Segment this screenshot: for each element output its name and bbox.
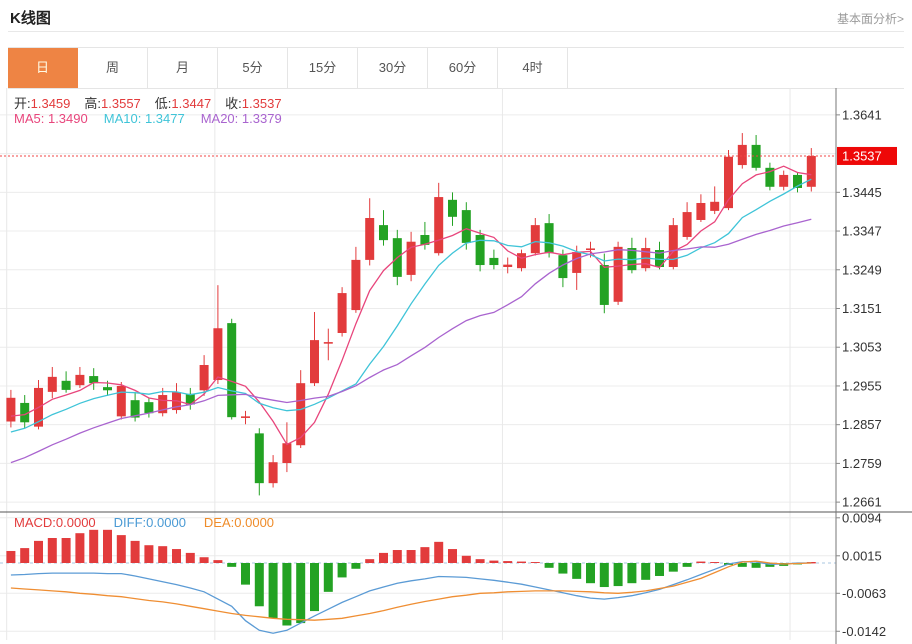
ma10-legend: MA10: 1.3477 [103, 111, 185, 126]
low-label: 低: [154, 96, 172, 111]
svg-text:1.2955: 1.2955 [842, 378, 882, 393]
period-tabbar: 日周月 5分 15分 30分 60分 4时 [8, 47, 904, 89]
tab-月[interactable]: 月 [148, 48, 218, 88]
svg-text:1.3537: 1.3537 [842, 148, 882, 163]
close-label: 收: [225, 96, 242, 111]
candles-group [6, 133, 816, 496]
ma-legend: MA5: 1.3490 MA10: 1.3477 MA20: 1.3379 [14, 111, 298, 126]
svg-text:1.3347: 1.3347 [842, 224, 882, 239]
high-label: 高: [84, 96, 102, 111]
low-value: 1.3447 [171, 96, 212, 111]
svg-text:1.3445: 1.3445 [842, 185, 882, 200]
price-marker-badge: 1.3537 [837, 146, 897, 165]
close-value: 1.3537 [241, 96, 282, 111]
tab-5分[interactable]: 5分 [218, 48, 288, 88]
svg-text:1.3641: 1.3641 [842, 107, 882, 122]
svg-text:-0.0142: -0.0142 [842, 624, 886, 639]
tab-30分[interactable]: 30分 [358, 48, 428, 88]
diff-value-legend: DIFF:0.0000 [113, 515, 186, 530]
y-axis-labels: 1.3641 1.3445 1.3347 1.3249 1.3151 1.3053 1.29… [836, 107, 886, 639]
svg-text:1.2857: 1.2857 [842, 417, 882, 432]
tab-4时[interactable]: 4时 [498, 48, 568, 88]
ma5-line [10, 165, 812, 446]
macd-value-legend: MACD:0.0000 [14, 515, 96, 530]
svg-text:1.3053: 1.3053 [842, 340, 882, 355]
svg-text:0.0015: 0.0015 [842, 548, 882, 563]
svg-text:1.3151: 1.3151 [842, 301, 882, 316]
svg-text:1.2759: 1.2759 [842, 456, 882, 471]
page-header: K线图 基本面分析> [8, 0, 904, 32]
fundamental-analysis-link[interactable]: 基本面分析> [836, 12, 904, 26]
diff-line [10, 560, 812, 634]
svg-text:0.0094: 0.0094 [842, 510, 882, 525]
gridlines [0, 88, 836, 640]
tab-日[interactable]: 日 [8, 48, 78, 88]
ma20-line [10, 218, 812, 464]
tab-15分[interactable]: 15分 [288, 48, 358, 88]
dea-value-legend: DEA:0.0000 [203, 515, 275, 530]
page-title: K线图 [10, 10, 51, 27]
tab-周[interactable]: 周 [78, 48, 148, 88]
open-label: 开: [14, 96, 31, 111]
high-value: 1.3557 [101, 96, 141, 111]
svg-text:1.3249: 1.3249 [842, 262, 882, 277]
dea-line [10, 560, 812, 621]
ma20-legend: MA20: 1.3379 [200, 111, 282, 126]
open-value: 1.3459 [30, 96, 71, 111]
ma5-legend: MA5: 1.3490 [14, 111, 88, 126]
macd-legend: MACD:0.0000 DIFF:0.0000 DEA:0.0000 [14, 515, 292, 530]
ohlc-legend: 开:1.3459 高:1.3557 低:1.3447 收:1.3537 [14, 93, 296, 112]
ma10-line [10, 178, 812, 433]
tab-60分[interactable]: 60分 [428, 48, 498, 88]
svg-text:1.2661: 1.2661 [842, 495, 882, 510]
svg-text:-0.0063: -0.0063 [842, 586, 886, 601]
